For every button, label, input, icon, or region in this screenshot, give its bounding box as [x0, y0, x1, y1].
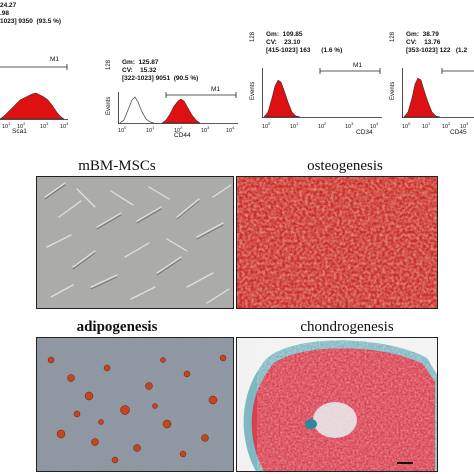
x-axis-label: CD44 — [174, 132, 191, 139]
histogram-fill — [263, 79, 301, 118]
y-axis-max: 128 — [106, 59, 112, 70]
histogram-plot — [118, 92, 238, 124]
x-tick: 103 — [345, 121, 354, 130]
x-tick: 104 — [226, 125, 235, 134]
y-axis-title: Events — [250, 81, 256, 100]
x-tick: 101 — [2, 121, 11, 130]
x-tick: 103 — [40, 121, 49, 130]
stat-gm: Gm: 109.85 — [266, 31, 303, 38]
x-tick: 100 — [118, 125, 127, 134]
y-axis-title: Events — [106, 96, 112, 115]
x-axis-label: Sca1 — [12, 128, 27, 135]
flow-cytometry-row: 24.27 .98 1023] 9350 (93.5 %) M1 101 102… — [0, 0, 474, 140]
x-tick: 100 — [262, 121, 271, 130]
gate-label: M1 — [353, 62, 363, 69]
micrograph-image — [237, 338, 437, 471]
x-axis-label: CD45 — [450, 129, 467, 136]
histogram-sca1: 24.27 .98 1023] 9350 (93.5 %) M1 101 102… — [0, 0, 110, 140]
stat-cv: CV: 23.10 — [266, 39, 301, 46]
x-axis-label: CD34 — [356, 129, 373, 136]
histogram-fill — [403, 77, 441, 118]
x-tick: 101 — [422, 121, 431, 130]
panel-title-chondrogenesis: chondrogenesis — [300, 319, 394, 335]
x-tick: 104 — [370, 121, 379, 130]
histogram-cd34: 128 Events Gm: 109.85 CV: 23.10 [415-102… — [248, 0, 388, 140]
x-tick: 104 — [60, 121, 69, 130]
stat-gm: Gm: 125.87 — [122, 59, 159, 66]
x-tick: 103 — [460, 121, 469, 130]
micrograph-chondrogenesis — [236, 337, 438, 472]
micrograph-image — [237, 177, 437, 308]
x-tick: 103 — [201, 125, 210, 134]
stat-gate: [415-1023] 163 (1.6 %) — [266, 47, 343, 54]
micrograph-adipogenesis — [36, 337, 234, 472]
histogram-fill — [0, 92, 65, 120]
x-tick: 101 — [146, 125, 155, 134]
stat-gate: [322-1023] 9051 (90.5 %) — [122, 75, 199, 82]
stat-gate: [353-1023] 122 (1.2 — [406, 47, 468, 54]
panel-title-adipogenesis: adipogenesis — [76, 319, 158, 335]
gate-label: M1 — [50, 56, 60, 63]
panel-title-osteogenesis: osteogenesis — [307, 158, 383, 174]
panel-title-mbm-mscs: mBM-MSCs — [78, 158, 156, 174]
histogram-cd44: 128 Events Gm: 125.87 CV: 15.32 [322-102… — [104, 0, 244, 140]
histogram-plot — [402, 68, 474, 118]
gate-label: M1 — [211, 86, 221, 93]
micrograph-image — [37, 338, 233, 471]
histogram-fill — [161, 98, 201, 124]
x-tick: 102 — [17, 121, 26, 130]
x-tick: 102 — [442, 121, 451, 130]
micrograph-osteogenesis — [236, 176, 438, 309]
histogram-plot — [262, 68, 382, 118]
stat-gate: 1023] 9350 (93.5 %) — [0, 18, 62, 25]
stat-cv: .98 — [0, 10, 10, 17]
stat-gm: Gm: 38.79 — [406, 31, 439, 38]
stat-gm: 24.27 — [0, 2, 17, 9]
stat-cv: CV: 15.32 — [122, 67, 157, 74]
x-tick: 102 — [174, 125, 183, 134]
control-curve — [119, 96, 155, 124]
x-tick: 101 — [290, 121, 299, 130]
y-axis-max: 128 — [390, 31, 396, 42]
histogram-cd45: 128 Events Gm: 38.79 CV: 13.76 [353-1023… — [388, 0, 474, 140]
y-axis-title: Events — [390, 81, 396, 100]
micrograph-mbm-mscs — [36, 176, 234, 309]
x-tick: 102 — [318, 121, 327, 130]
histogram-plot — [0, 64, 68, 120]
y-axis-max: 128 — [250, 31, 256, 42]
x-tick: 100 — [402, 121, 411, 130]
stat-cv: CV: 13.76 — [406, 39, 441, 46]
micrograph-image — [37, 177, 233, 308]
